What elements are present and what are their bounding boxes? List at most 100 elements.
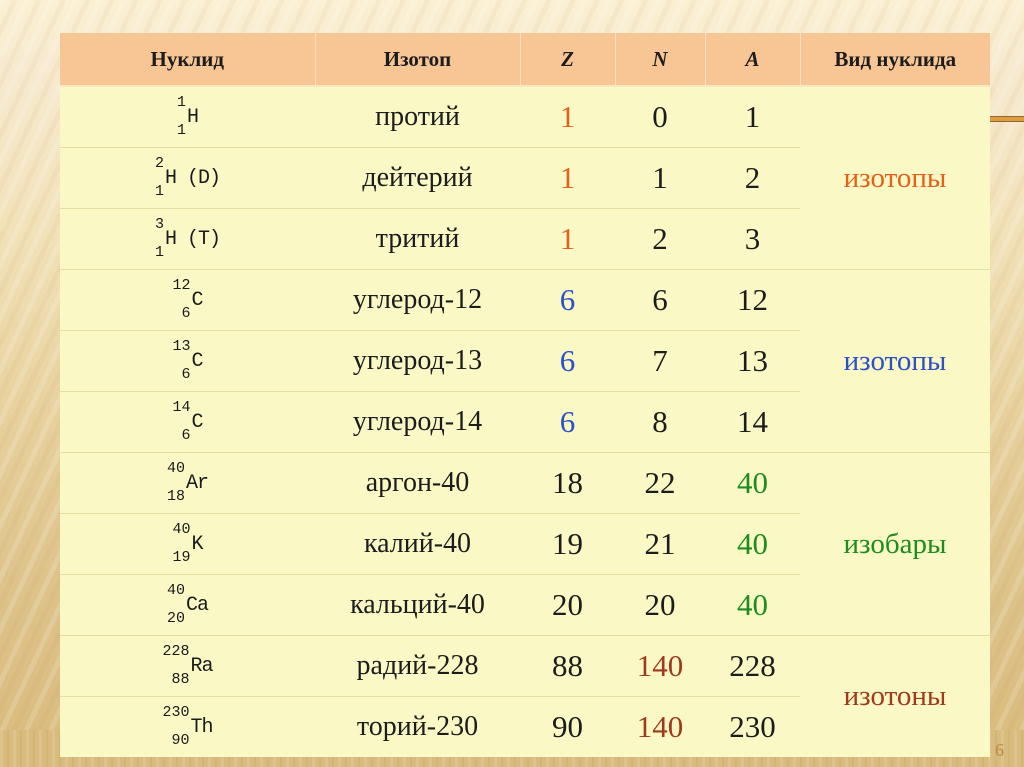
nuclide-notation: 12 6 C [61,277,314,322]
header-isotope: Изотоп [314,33,520,87]
table-row-carbon-13: 13 6 C углерод-13 6 7 13 [60,330,990,392]
a-value: 1 [705,86,800,148]
element-symbol: Ra [190,654,214,678]
mass-number: 13 [172,338,191,355]
a-value: 12 [705,269,800,331]
charge-number: 1 [176,122,186,139]
z-value: 18 [520,452,615,514]
mass-number: 3 [154,216,164,233]
z-value: 1 [520,86,615,148]
a-value: 40 [705,513,800,575]
charge-number: 1 [154,183,164,200]
isotope-name: дейтерий [315,147,520,209]
n-value: 7 [615,330,705,392]
charge-number: 1 [154,244,164,261]
charge-number: 20 [166,610,185,627]
a-value: 14 [705,391,800,453]
isotope-name: углерод-13 [315,330,520,392]
element-symbol: C [191,410,204,434]
element-symbol: Ar [186,471,209,495]
n-value: 1 [615,147,705,209]
mass-number: 40 [172,521,191,538]
n-value: 21 [615,513,705,575]
slide-page-number: 6 [995,740,1004,760]
a-value: 40 [705,574,800,636]
mass-number: 228 [162,643,190,660]
n-value: 140 [615,696,705,757]
table-row-carbon-14: 14 6 C углерод-14 6 8 14 [60,391,990,453]
z-value: 6 [520,269,615,331]
n-value: 0 [615,86,705,148]
charge-number: 19 [172,549,191,566]
n-value: 2 [615,208,705,270]
isotope-name: аргон-40 [315,452,520,514]
header-n: N [614,33,705,87]
header-z: Z [519,33,615,87]
z-value: 90 [520,696,615,757]
kind-label-isobars: изобары [800,452,990,636]
charge-number: 6 [181,305,191,322]
a-value: 13 [705,330,800,392]
isotope-name: углерод-14 [315,391,520,453]
kind-label-isotopes-h: изотопы [800,86,990,270]
header-a: A [704,33,800,87]
n-value: 8 [615,391,705,453]
nuclide-notation: 228 88 Ra [61,643,314,687]
z-value: 19 [520,513,615,575]
table-row-potassium-40: 40 19 K калий-40 19 21 40 [60,513,990,575]
z-value: 88 [520,635,615,697]
mass-number: 40 [166,582,185,599]
accent-line [988,116,1024,122]
z-value: 1 [520,147,615,209]
header-nuclide: Нуклид [60,33,315,87]
n-value: 6 [615,269,705,331]
element-symbol: Th [190,715,214,739]
charge-number: 90 [171,732,190,749]
nuclide-notation: 13 6 C [61,338,314,383]
charge-number: 6 [181,366,191,383]
n-value: 140 [615,635,705,697]
a-value: 3 [705,208,800,270]
nuclide-notation: 230 90 Th [61,704,314,749]
charge-number: 6 [181,427,191,444]
a-value: 40 [705,452,800,514]
table-row-carbon-12: 12 6 C углерод-12 6 6 12 изотопы [60,269,990,453]
isotope-name: протий [315,86,520,148]
isotope-name: калий-40 [315,513,520,575]
isotope-name: тритий [315,208,520,270]
table-row-argon-40: 40 18 Ar аргон-40 18 22 40 изобары [60,452,990,636]
mass-number: 230 [162,704,190,721]
isotope-name: кальций-40 [315,574,520,636]
element-symbol: H (T) [165,227,221,251]
element-symbol: H (D) [165,166,221,190]
z-value: 6 [520,391,615,453]
isotope-name: углерод-12 [315,269,520,331]
element-symbol: K [191,532,204,556]
header-kind: Вид нуклида [799,33,990,87]
nuclide-notation: 40 18 Ar [61,461,314,505]
z-value: 1 [520,208,615,270]
a-value: 228 [705,635,800,697]
nuclide-notation: 14 6 C [61,399,314,444]
a-value: 2 [705,147,800,209]
isotope-name: радий-228 [315,635,520,697]
mass-number: 1 [176,94,186,111]
nuclide-notation: 40 20 Ca [61,582,314,627]
mass-number: 14 [172,399,191,416]
kind-label-isotones: изотоны [800,635,990,757]
mass-number: 12 [172,277,191,294]
charge-number: 18 [166,488,185,505]
element-symbol: C [191,349,204,373]
element-symbol: Ca [186,593,209,617]
element-symbol: C [191,288,204,312]
element-symbol: H [187,105,199,129]
n-value: 22 [615,452,705,514]
mass-number: 2 [154,155,164,172]
n-value: 20 [615,574,705,636]
